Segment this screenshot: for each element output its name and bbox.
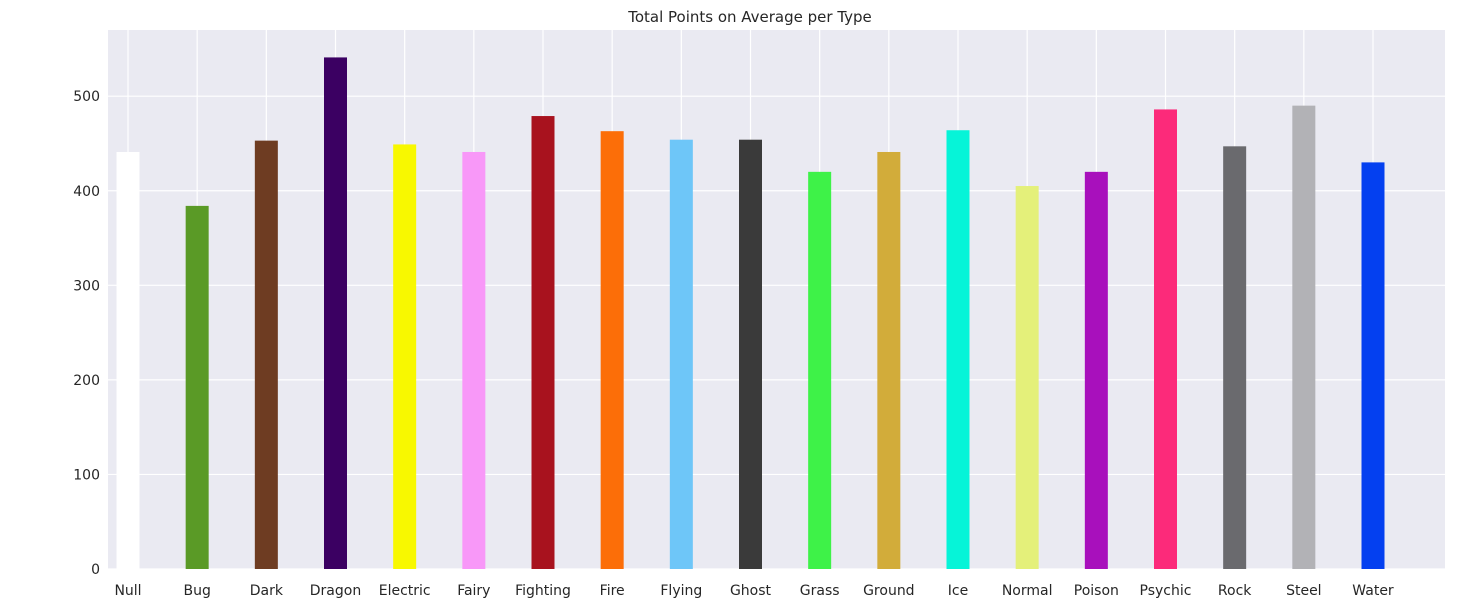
bar-flying — [669, 139, 693, 569]
bar-dragon — [324, 57, 347, 570]
y-tick-label: 0 — [91, 562, 100, 578]
bar-normal — [1015, 186, 1039, 570]
bar-rock — [1223, 146, 1247, 569]
bar-grass — [808, 171, 832, 569]
bar-psychic — [1154, 109, 1177, 569]
bar-steel — [1292, 105, 1316, 570]
bar-null — [116, 151, 140, 570]
x-tick-label: Dragon — [310, 583, 361, 599]
x-tick-label: Psychic — [1140, 583, 1192, 599]
bar-ground — [877, 151, 901, 570]
x-tick-label: Flying — [660, 583, 702, 599]
x-tick-label: Dark — [250, 583, 284, 599]
bar-fighting — [531, 116, 555, 570]
chart-title: Total Points on Average per Type — [627, 8, 872, 26]
x-tick-label: Fairy — [457, 583, 490, 599]
bar-dark — [254, 140, 278, 569]
x-tick-labels: Null Bug Dark Dragon Electric Fairy Fighting Fi… — [114, 583, 1393, 599]
y-tick-label: 500 — [73, 89, 100, 105]
bars — [116, 57, 1385, 570]
bar-ice — [946, 130, 970, 569]
bar-ghost — [739, 139, 762, 569]
y-tick-label: 100 — [73, 467, 100, 483]
x-tick-label: Ice — [948, 583, 968, 599]
x-tick-label: Ground — [863, 583, 915, 599]
y-tick-label: 400 — [73, 184, 100, 200]
y-tick-label: 300 — [73, 278, 100, 294]
x-tick-label: Electric — [379, 583, 431, 599]
x-tick-label: Poison — [1074, 583, 1119, 599]
x-tick-label: Ghost — [730, 583, 772, 599]
x-tick-label: Normal — [1002, 583, 1053, 599]
x-tick-label: Bug — [183, 583, 210, 599]
bar-poison — [1084, 171, 1108, 569]
bar-fairy — [462, 151, 486, 570]
x-tick-label: Water — [1352, 583, 1394, 599]
y-tick-label: 200 — [73, 373, 100, 389]
bar-bug — [185, 205, 209, 569]
x-tick-label: Steel — [1286, 583, 1322, 599]
bar-electric — [393, 144, 417, 569]
bar-fire — [600, 131, 624, 569]
x-tick-label: Null — [114, 583, 141, 599]
x-tick-label: Grass — [800, 583, 840, 599]
x-tick-label: Fire — [600, 583, 625, 599]
x-tick-label: Rock — [1218, 583, 1252, 599]
y-tick-labels: 0 100 200 300 400 500 — [73, 89, 100, 578]
bar-water — [1361, 162, 1385, 569]
x-tick-label: Fighting — [515, 583, 571, 599]
